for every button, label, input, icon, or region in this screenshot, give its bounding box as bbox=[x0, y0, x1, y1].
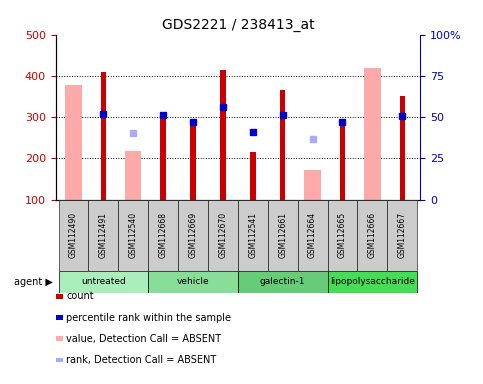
Bar bbox=[238, 200, 268, 271]
Bar bbox=[148, 200, 178, 271]
Bar bbox=[399, 96, 405, 200]
Bar bbox=[280, 90, 285, 200]
Text: GSM112670: GSM112670 bbox=[218, 212, 227, 258]
Text: GSM112491: GSM112491 bbox=[99, 212, 108, 258]
Bar bbox=[100, 72, 106, 200]
Bar bbox=[304, 170, 321, 200]
Bar bbox=[178, 200, 208, 271]
Text: GSM112665: GSM112665 bbox=[338, 212, 347, 258]
Bar bbox=[298, 200, 327, 271]
Text: GSM112668: GSM112668 bbox=[158, 212, 168, 258]
Text: untreated: untreated bbox=[81, 277, 126, 286]
Bar bbox=[208, 200, 238, 271]
Bar bbox=[268, 200, 298, 271]
Text: count: count bbox=[66, 291, 94, 301]
Bar bbox=[327, 200, 357, 271]
Title: GDS2221 / 238413_at: GDS2221 / 238413_at bbox=[162, 18, 314, 32]
Text: GSM112540: GSM112540 bbox=[129, 212, 138, 258]
Bar bbox=[118, 200, 148, 271]
Text: GSM112664: GSM112664 bbox=[308, 212, 317, 258]
Bar bbox=[364, 68, 381, 200]
Bar bbox=[340, 124, 345, 200]
Bar bbox=[58, 200, 88, 271]
Bar bbox=[327, 271, 417, 293]
Text: lipopolysaccharide: lipopolysaccharide bbox=[330, 277, 415, 286]
Bar bbox=[65, 85, 82, 200]
Bar bbox=[387, 200, 417, 271]
Text: galectin-1: galectin-1 bbox=[260, 277, 305, 286]
Bar bbox=[148, 271, 238, 293]
Bar bbox=[238, 271, 327, 293]
Text: GSM112661: GSM112661 bbox=[278, 212, 287, 258]
Bar bbox=[220, 70, 226, 200]
Text: percentile rank within the sample: percentile rank within the sample bbox=[66, 313, 231, 323]
Text: GSM112669: GSM112669 bbox=[188, 212, 198, 258]
Text: GSM112541: GSM112541 bbox=[248, 212, 257, 258]
Text: GSM112667: GSM112667 bbox=[398, 212, 407, 258]
Bar bbox=[250, 152, 256, 200]
Bar bbox=[125, 151, 142, 200]
Text: value, Detection Call = ABSENT: value, Detection Call = ABSENT bbox=[66, 334, 221, 344]
Text: GSM112666: GSM112666 bbox=[368, 212, 377, 258]
Bar bbox=[58, 271, 148, 293]
Text: GSM112490: GSM112490 bbox=[69, 212, 78, 258]
Bar bbox=[190, 124, 196, 200]
Text: rank, Detection Call = ABSENT: rank, Detection Call = ABSENT bbox=[66, 355, 216, 365]
Bar bbox=[160, 115, 166, 200]
Bar bbox=[88, 200, 118, 271]
Text: vehicle: vehicle bbox=[177, 277, 209, 286]
Text: agent ▶: agent ▶ bbox=[14, 276, 53, 287]
Bar bbox=[357, 200, 387, 271]
